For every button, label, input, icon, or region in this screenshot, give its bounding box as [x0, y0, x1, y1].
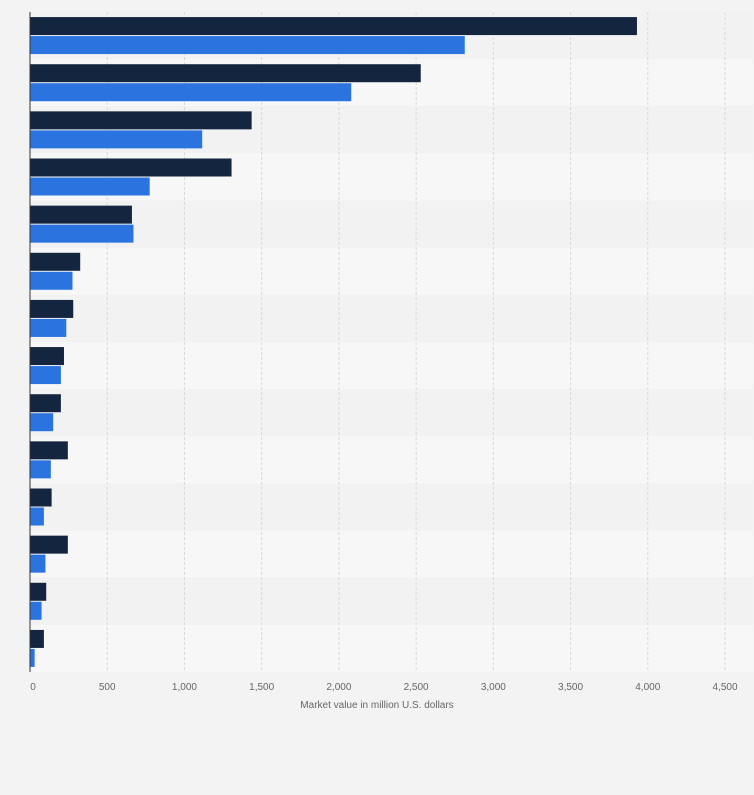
bar-series-1 — [30, 64, 421, 83]
bar-series-2 — [30, 554, 46, 573]
bar-series-1 — [30, 17, 637, 36]
row-band — [30, 389, 753, 437]
bar-series-2 — [30, 271, 73, 290]
x-tick-label: 3,500 — [558, 682, 583, 693]
bar-series-1 — [30, 347, 64, 366]
bar-series-1 — [30, 535, 68, 554]
bar-series-1 — [30, 394, 61, 413]
bar-series-2 — [30, 366, 61, 385]
x-tick-label: 500 — [99, 682, 116, 693]
x-axis-title: Market value in million U.S. dollars — [300, 700, 453, 711]
row-band — [30, 436, 753, 484]
x-tick-label: 2,500 — [404, 682, 429, 693]
bar-series-2 — [30, 36, 465, 55]
row-band — [30, 200, 753, 248]
bar-series-1 — [30, 582, 47, 601]
bar-series-1 — [30, 299, 74, 318]
x-tick-label: 4,500 — [712, 682, 737, 693]
bar-series-1 — [30, 205, 132, 224]
row-band — [30, 483, 753, 531]
bars — [30, 17, 637, 667]
x-tick-label: 3,000 — [481, 682, 506, 693]
x-tick-label: 0 — [30, 682, 36, 693]
bar-series-1 — [30, 158, 232, 177]
bar-series-2 — [30, 507, 44, 526]
bar-series-2 — [30, 648, 35, 667]
x-tick-label: 4,000 — [635, 682, 660, 693]
bar-series-1 — [30, 629, 44, 648]
x-tick-label: 1,000 — [172, 682, 197, 693]
bar-series-2 — [30, 177, 150, 196]
x-tick-labels: 0 500 1,000 1,500 2,000 2,500 3,000 3,500 4,000 4… — [30, 682, 738, 693]
row-band — [30, 247, 753, 295]
x-tick-label: 2,000 — [326, 682, 351, 693]
bar-series-2 — [30, 318, 67, 337]
bar-series-2 — [30, 601, 42, 620]
bar-series-1 — [30, 488, 52, 507]
bar-series-2 — [30, 224, 134, 243]
row-band — [30, 342, 753, 390]
row-bands — [30, 12, 753, 672]
bar-series-2 — [30, 460, 51, 479]
bar-series-2 — [30, 413, 54, 432]
bar-series-1 — [30, 111, 252, 130]
row-band — [30, 530, 753, 578]
row-band — [30, 294, 753, 342]
bar-series-2 — [30, 130, 203, 149]
bar-series-2 — [30, 83, 352, 102]
x-tick-label: 1,500 — [249, 682, 274, 693]
bar-series-1 — [30, 252, 81, 271]
row-band — [30, 624, 753, 672]
bar-series-1 — [30, 441, 68, 460]
row-band — [30, 577, 753, 625]
